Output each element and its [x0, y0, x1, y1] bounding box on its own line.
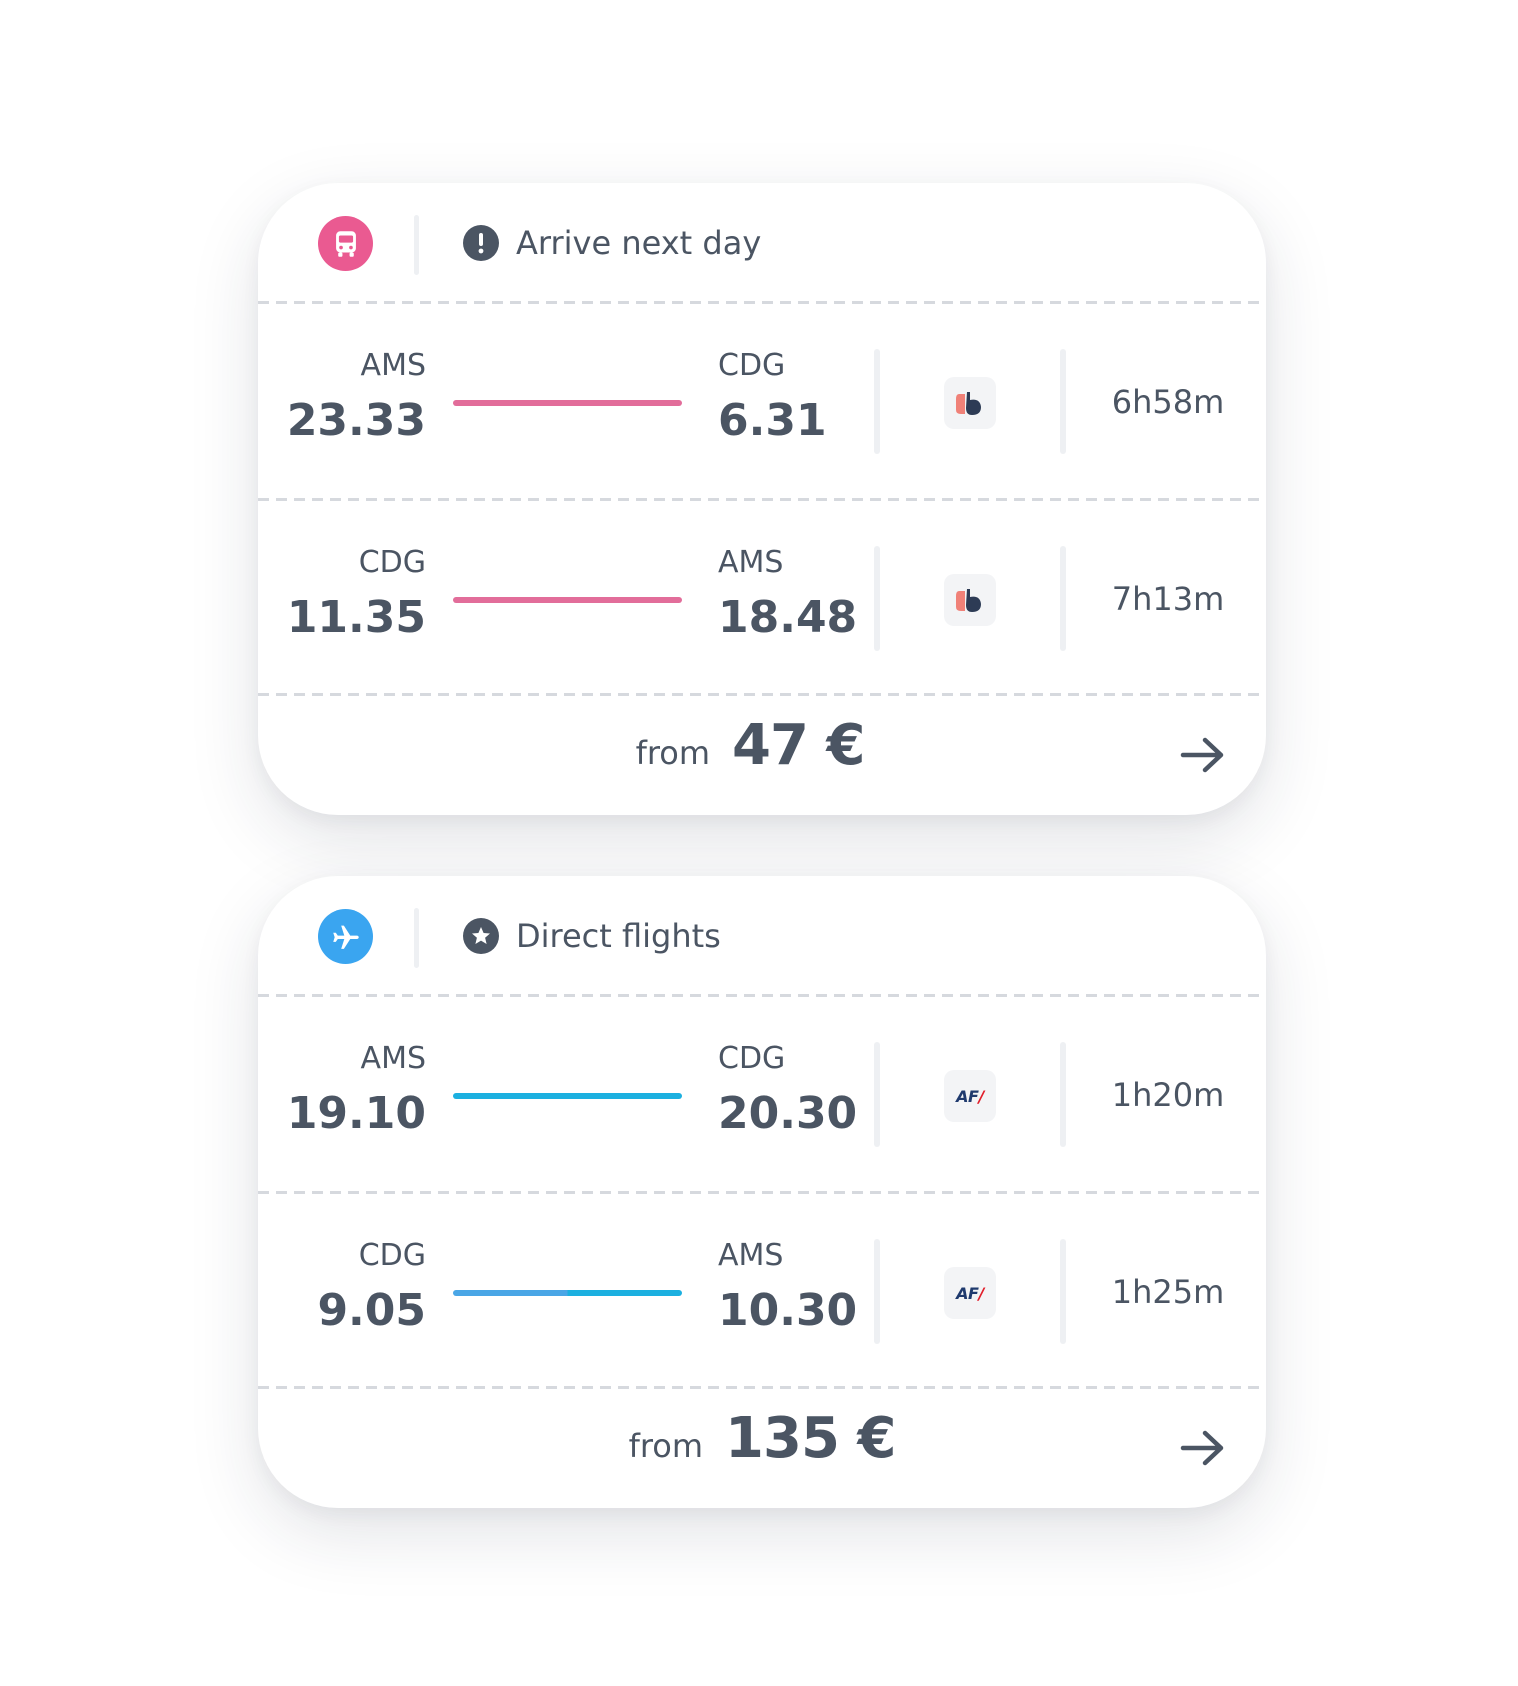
column-divider: [1060, 546, 1066, 651]
dashed-divider: [258, 994, 1266, 997]
column-divider: [1060, 1042, 1066, 1147]
arrow-right-icon[interactable]: [1180, 1428, 1226, 1468]
departure-code: AMS: [360, 1041, 426, 1076]
plane-icon: [318, 909, 373, 964]
arrival-code: CDG: [718, 348, 786, 383]
column-divider: [874, 546, 880, 651]
dashed-divider: [258, 1191, 1266, 1194]
trip-leg-row[interactable]: AMS 19.10 CDG 20.30 AF/ 1h20m: [258, 997, 1266, 1192]
header-label: Arrive next day: [516, 224, 762, 262]
card-footer[interactable]: from 135 €: [258, 1386, 1266, 1506]
column-divider: [874, 349, 880, 454]
price-value: 135 €: [725, 1406, 896, 1471]
trip-duration: 1h25m: [1111, 1273, 1225, 1311]
trip-option-card-flight[interactable]: Direct flights AMS 19.10 CDG 20.30 AF/ 1…: [258, 876, 1266, 1508]
star-icon: [463, 918, 499, 954]
departure-time: 23.33: [286, 395, 426, 446]
route-line: [453, 1290, 682, 1296]
dashed-divider: [258, 693, 1266, 696]
header-divider: [414, 215, 419, 275]
arrow-right-icon[interactable]: [1180, 735, 1226, 775]
arrival-time: 20.30: [718, 1088, 858, 1139]
header-label: Direct flights: [516, 917, 721, 955]
arrival-time: 10.30: [718, 1285, 858, 1336]
departure-code: CDG: [358, 545, 426, 580]
route-line: [453, 1093, 682, 1099]
air-france-logo-icon: AF/: [944, 1267, 996, 1319]
header-divider: [414, 908, 419, 968]
trip-duration: 6h58m: [1111, 383, 1225, 421]
arrival-time: 6.31: [718, 395, 827, 446]
card-header: Direct flights: [258, 876, 1266, 996]
bus-carrier-logo-icon: [944, 377, 996, 429]
trip-leg-row[interactable]: CDG 9.05 AMS 10.30 AF/ 1h25m: [258, 1194, 1266, 1389]
departure-code: AMS: [360, 348, 426, 383]
departure-time: 19.10: [286, 1088, 426, 1139]
route-line: [453, 597, 682, 603]
column-divider: [1060, 349, 1066, 454]
column-divider: [1060, 1239, 1066, 1344]
bus-icon: [318, 216, 373, 271]
arrival-code: AMS: [718, 545, 784, 580]
trip-leg-row[interactable]: CDG 11.35 AMS 18.48 7h13m: [258, 501, 1266, 696]
arrival-time: 18.48: [718, 592, 858, 643]
price-group: from 47 €: [258, 713, 1266, 778]
trip-leg-row[interactable]: AMS 23.33 CDG 6.31 6h58m: [258, 304, 1266, 499]
from-label: from: [628, 1427, 704, 1465]
card-header: Arrive next day: [258, 183, 1266, 303]
trip-duration: 7h13m: [1111, 580, 1225, 618]
column-divider: [874, 1239, 880, 1344]
air-france-logo-icon: AF/: [944, 1070, 996, 1122]
arrival-code: AMS: [718, 1238, 784, 1273]
departure-time: 9.05: [317, 1285, 426, 1336]
card-footer[interactable]: from 47 €: [258, 693, 1266, 813]
departure-code: CDG: [358, 1238, 426, 1273]
trip-option-card-bus[interactable]: Arrive next day AMS 23.33 CDG 6.31 6h58m…: [258, 183, 1266, 815]
exclamation-icon: [463, 225, 499, 261]
price-group: from 135 €: [258, 1406, 1266, 1471]
trip-duration: 1h20m: [1111, 1076, 1225, 1114]
dashed-divider: [258, 1386, 1266, 1389]
column-divider: [874, 1042, 880, 1147]
price-value: 47 €: [732, 713, 865, 778]
departure-time: 11.35: [286, 592, 426, 643]
arrival-code: CDG: [718, 1041, 786, 1076]
from-label: from: [635, 734, 711, 772]
route-line: [453, 400, 682, 406]
dashed-divider: [258, 301, 1266, 304]
dashed-divider: [258, 498, 1266, 501]
bus-carrier-logo-icon: [944, 574, 996, 626]
